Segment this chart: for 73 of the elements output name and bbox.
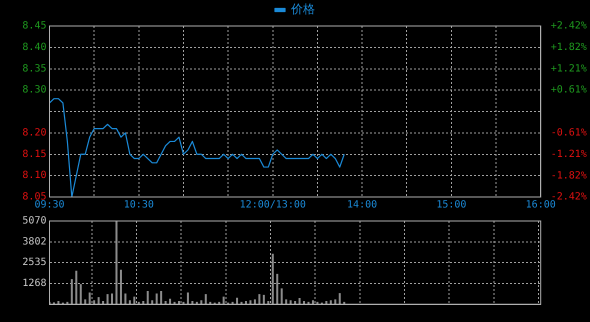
- y2-tick-label: -1.82%: [550, 170, 587, 182]
- bar: [75, 270, 78, 304]
- y-tick-label: 8.10: [22, 170, 46, 182]
- x-tick-label: 16:00: [526, 200, 556, 211]
- bar: [325, 301, 328, 304]
- bar: [249, 300, 252, 304]
- bar: [298, 298, 301, 304]
- legend-label: 价格: [290, 2, 315, 16]
- bar: [236, 298, 238, 304]
- bar: [80, 284, 82, 304]
- y-tick-label: 8.45: [22, 20, 46, 32]
- y-tick-label: 8.15: [22, 148, 46, 160]
- bar: [258, 294, 260, 304]
- bar: [303, 301, 306, 304]
- bar: [70, 279, 73, 304]
- bar: [312, 300, 314, 304]
- y-tick-label: 8.35: [22, 63, 46, 74]
- bar: [267, 301, 270, 304]
- bar: [102, 301, 104, 304]
- y2-tick-label: +1.21%: [550, 63, 587, 74]
- bar: [280, 288, 283, 304]
- bar: [160, 290, 162, 304]
- bar: [146, 290, 149, 304]
- y2-tick-label: +1.82%: [550, 42, 587, 53]
- bar: [334, 299, 336, 304]
- y-tick-label: 8.40: [22, 42, 46, 53]
- bar: [285, 299, 288, 304]
- bar: [244, 301, 247, 304]
- bar: [57, 301, 60, 304]
- y-tick-label: 5070: [22, 216, 46, 227]
- bar: [200, 300, 202, 304]
- x-tick-label: 14:00: [347, 200, 378, 211]
- bar: [151, 300, 154, 304]
- bar: [276, 274, 278, 304]
- bar: [115, 221, 118, 304]
- bar: [120, 270, 122, 304]
- bar: [254, 299, 256, 304]
- bar: [186, 292, 189, 304]
- bar: [191, 301, 194, 304]
- bar: [272, 254, 274, 304]
- y-tick-label: 2535: [22, 257, 46, 268]
- bar: [262, 294, 265, 304]
- bar: [222, 296, 225, 304]
- bar: [164, 301, 167, 304]
- bar: [128, 300, 131, 304]
- bar: [294, 301, 296, 304]
- y2-tick-label: +2.42%: [550, 20, 587, 32]
- y-tick-label: 3802: [22, 236, 46, 248]
- y2-tick-label: -0.61%: [550, 128, 587, 139]
- bar: [98, 297, 100, 304]
- y-tick-label: 8.20: [22, 127, 46, 138]
- bar: [93, 300, 96, 304]
- bar: [111, 293, 114, 304]
- bar: [88, 292, 91, 304]
- x-tick-label: 12:00/13:00: [240, 200, 306, 211]
- bar: [106, 294, 109, 304]
- bar: [290, 300, 292, 304]
- y-tick-label: 1268: [22, 278, 46, 290]
- bar: [330, 300, 332, 304]
- bar: [338, 293, 341, 304]
- bar: [84, 299, 86, 304]
- x-tick-label: 10:30: [124, 200, 154, 211]
- bar: [133, 296, 136, 304]
- y-tick-label: 8.30: [22, 84, 46, 96]
- y2-tick-label: +0.61%: [550, 84, 587, 96]
- bar: [204, 294, 207, 304]
- x-tick-label: 15:00: [436, 200, 466, 211]
- y2-tick-label: -1.21%: [550, 148, 587, 160]
- bar: [178, 301, 180, 304]
- bar: [156, 293, 158, 304]
- bar: [124, 293, 126, 304]
- bar: [142, 301, 144, 304]
- bar: [169, 298, 172, 304]
